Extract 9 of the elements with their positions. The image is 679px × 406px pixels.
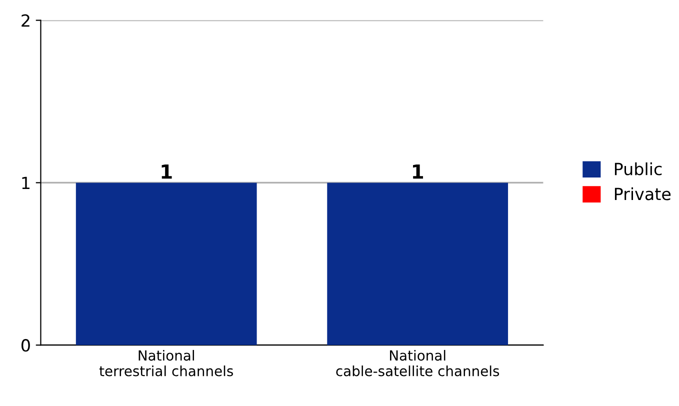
x-tick-label: National cable-satellite channels xyxy=(336,350,500,376)
y-tick-label: 0 xyxy=(22,339,30,352)
legend-label: Public xyxy=(614,162,662,176)
total-label: 1 xyxy=(413,164,424,179)
y-tick-label: 1 xyxy=(22,176,30,190)
total-label: 1 xyxy=(162,164,172,179)
legend-label: Private xyxy=(614,187,671,200)
y-tick-label: 2 xyxy=(22,14,30,27)
x-tick-label: National terrestrial channels xyxy=(99,350,233,376)
